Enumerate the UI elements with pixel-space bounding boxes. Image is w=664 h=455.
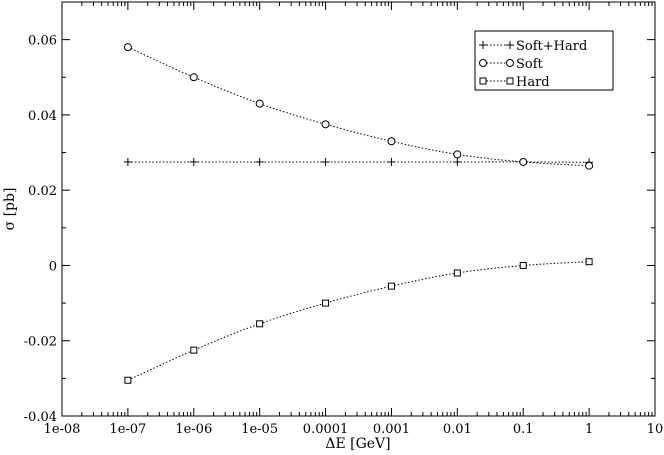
- x-tick-label: 1e-06: [175, 422, 212, 437]
- x-tick-label: 0.0001: [303, 422, 349, 437]
- x-axis-title: ΔE [GeV]: [325, 436, 390, 452]
- legend: Soft+Hard Soft Hard: [474, 30, 614, 91]
- series-layer: [123, 43, 594, 384]
- legend-marker-hard: [479, 77, 487, 85]
- point-soft: [321, 120, 330, 129]
- x-tick-label: 0.01: [443, 422, 472, 437]
- point-soft: [453, 150, 462, 159]
- point-hard: [322, 299, 330, 307]
- x-axis: 1e-08 1e-07 1e-06 1e-05 0.0001 0.001 0.01 0.1 1 1…: [44, 2, 664, 437]
- series-soft: [123, 43, 594, 170]
- point-soft-hard: [123, 157, 132, 166]
- x-tick-label: 1: [585, 422, 593, 437]
- point-soft-hard: [189, 157, 198, 166]
- x-tick-label: 1e-07: [109, 422, 146, 437]
- point-soft: [189, 73, 198, 82]
- point-hard: [124, 376, 132, 384]
- y-tick-label: 0.06: [28, 34, 57, 49]
- y-tick-label: -0.04: [24, 410, 57, 425]
- y-tick-label: 0.04: [28, 109, 57, 124]
- point-hard: [387, 282, 395, 290]
- point-soft-hard: [453, 157, 462, 166]
- legend-marker-soft: [479, 59, 487, 67]
- y-axis-title: σ [pb]: [2, 188, 18, 231]
- x-tick-label: 1e-05: [241, 422, 278, 437]
- y-tick-label: 0: [49, 259, 57, 274]
- legend-marker-soft-hard: [506, 41, 514, 49]
- legend-marker-soft-hard: [479, 41, 487, 49]
- point-soft: [255, 99, 264, 108]
- plot-frame: [61, 1, 656, 417]
- point-hard: [519, 261, 527, 269]
- series-line-hard: [127, 261, 590, 381]
- point-hard: [256, 320, 264, 328]
- point-hard: [585, 258, 593, 266]
- legend-marker-soft: [506, 59, 514, 67]
- legend-label-hard: Hard: [516, 75, 550, 90]
- x-tick-label: 1e-08: [44, 422, 81, 437]
- point-soft-hard: [255, 157, 264, 166]
- point-soft-hard: [321, 157, 330, 166]
- y-axis: -0.04 -0.02 0 0.02 0.04 0.06: [24, 1, 655, 425]
- legend-label-soft-hard: Soft+Hard: [516, 39, 587, 54]
- x-tick-label: 0.001: [373, 422, 410, 437]
- x-tick-label: 0.1: [513, 422, 534, 437]
- point-hard: [453, 269, 461, 277]
- point-hard: [190, 346, 198, 354]
- point-soft: [123, 43, 132, 52]
- y-tick-label: 0.02: [28, 184, 57, 199]
- y-tick-label: -0.02: [24, 335, 57, 350]
- series-hard: [124, 258, 593, 384]
- point-soft-hard: [387, 157, 396, 166]
- point-soft: [387, 137, 396, 146]
- point-soft: [519, 157, 528, 166]
- legend-label-soft: Soft: [516, 57, 544, 72]
- x-tick-label: 10: [647, 422, 664, 437]
- legend-box: [474, 30, 614, 91]
- point-soft: [585, 161, 594, 170]
- legend-marker-hard: [506, 77, 514, 85]
